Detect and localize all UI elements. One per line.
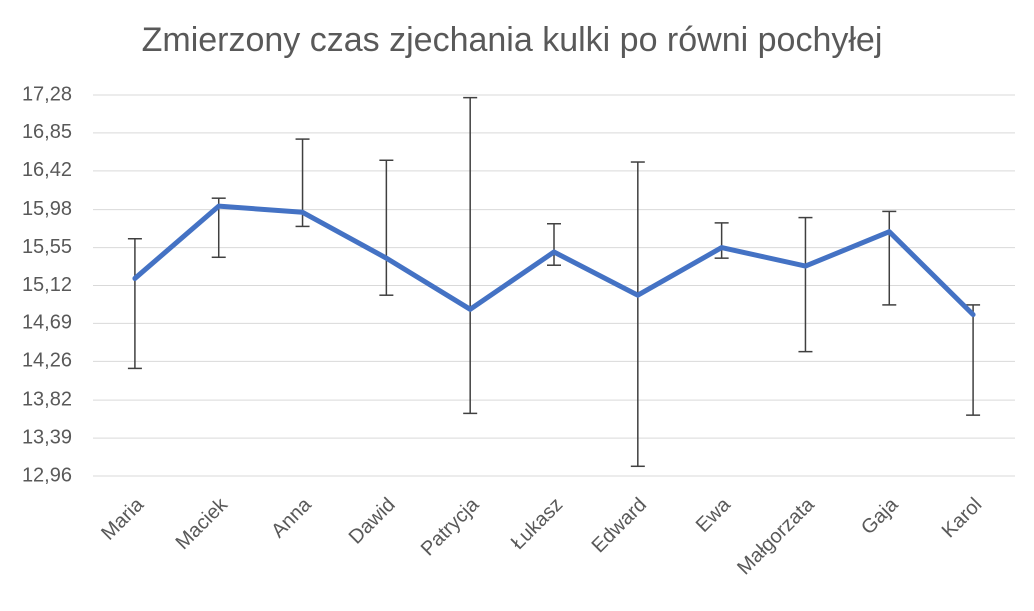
error-bar bbox=[127, 238, 142, 370]
error-bar bbox=[798, 216, 813, 353]
error-bar bbox=[882, 210, 897, 306]
x-tick-label: Edward bbox=[588, 494, 652, 558]
error-bar bbox=[714, 222, 729, 259]
x-tick-label: Karol bbox=[938, 494, 987, 543]
x-tick-label: Dawid bbox=[345, 494, 400, 549]
chart-title: Zmierzony czas zjechania kulki po równi … bbox=[142, 21, 883, 59]
y-tick-label: 13,39 bbox=[22, 426, 72, 448]
data-line bbox=[132, 203, 976, 318]
x-tick-label: Maciek bbox=[172, 493, 233, 554]
y-tick-label: 16,42 bbox=[22, 159, 72, 181]
y-tick-label: 15,55 bbox=[22, 236, 72, 258]
x-tick-label: Łukasz bbox=[507, 494, 567, 554]
error-bar bbox=[463, 96, 478, 415]
x-tick-label: Ewa bbox=[692, 493, 736, 537]
x-tick-label: Patrycja bbox=[417, 493, 484, 560]
y-tick-label: 17,28 bbox=[22, 83, 72, 105]
error-bar bbox=[630, 161, 645, 468]
y-tick-label: 15,12 bbox=[22, 274, 72, 296]
y-tick-label: 13,82 bbox=[22, 388, 72, 410]
x-tick-label: Maria bbox=[97, 493, 149, 545]
y-tick-label: 16,85 bbox=[22, 121, 72, 143]
error-bar bbox=[966, 304, 981, 416]
x-tick-label: Anna bbox=[267, 493, 316, 542]
error-bar bbox=[379, 159, 394, 296]
y-tick-label: 15,98 bbox=[22, 198, 72, 220]
error-bar bbox=[547, 223, 561, 266]
y-tick-label: 14,69 bbox=[22, 312, 72, 334]
x-tick-label: Małgorzata bbox=[733, 493, 819, 579]
y-tick-label: 14,26 bbox=[22, 350, 72, 372]
x-tick-label: Gaja bbox=[857, 493, 903, 539]
y-tick-label: 12,96 bbox=[22, 464, 72, 486]
